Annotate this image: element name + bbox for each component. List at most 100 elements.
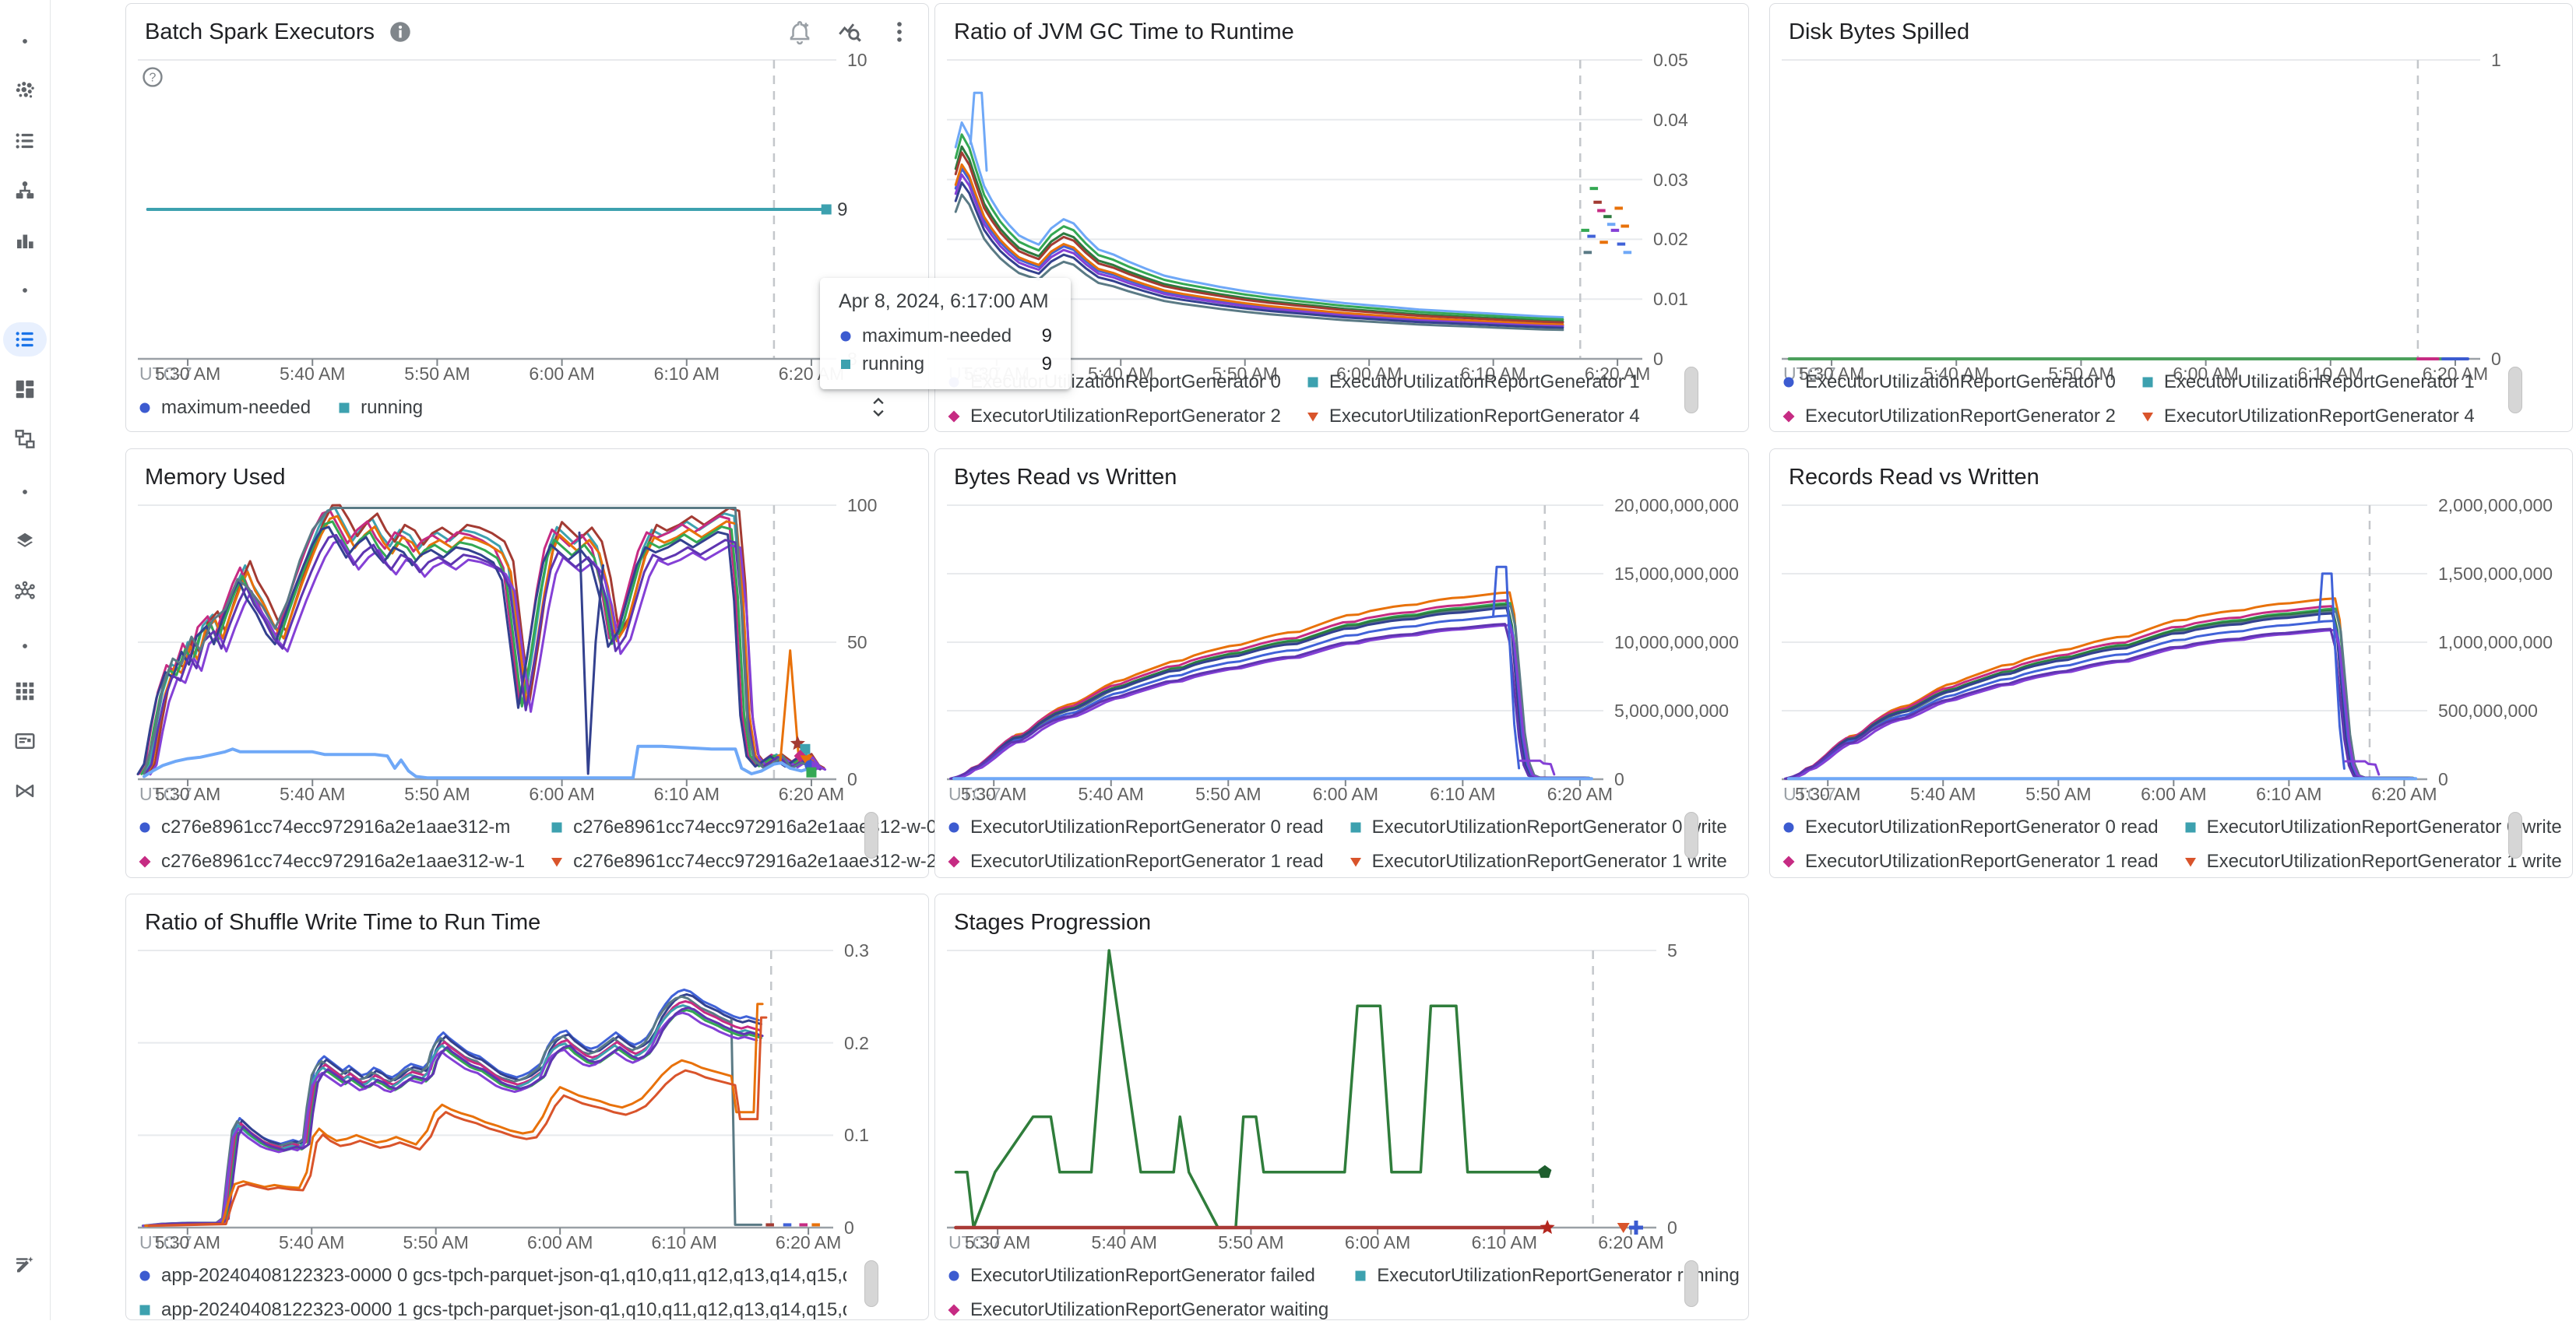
chart-canvas[interactable] [947,504,1603,786]
timezone-label: UTC-7 [139,364,192,384]
x-axis-label: 6:10 AM [651,1232,717,1252]
sidebar-item-bowtie-icon[interactable] [3,774,47,808]
legend-item[interactable]: c276e8961cc74ecc972916a2e1aae312-m [138,817,525,838]
legend-item[interactable]: ExecutorUtilizationReportGenerator runni… [1353,1265,1740,1287]
legend-item[interactable]: c276e8961cc74ecc972916a2e1aae312-w-1 [138,851,525,873]
chart-canvas[interactable] [1782,504,2427,786]
sidebar-item-list-icon-selected[interactable] [3,322,47,357]
legend-item[interactable]: ExecutorUtilizationReportGenerator 2 [1782,406,2116,427]
sidebar-item-dashboard-icon[interactable] [3,372,47,406]
sidebar-item-dot-icon[interactable] [3,24,47,58]
tooltip-row: running 9 [839,350,1052,378]
legend-marker-square-icon [1306,375,1320,389]
x-axis-label: 6:10 AM [2256,784,2322,804]
legend-label: ExecutorUtilizationReportGenerator 1 rea… [970,851,1324,872]
series-line [136,525,815,775]
sidebar-item-layers-icon[interactable] [3,525,47,559]
help-icon[interactable]: ? [140,65,165,90]
series-line [779,649,801,764]
y-axis-label: 10,000,000,000 [1614,632,1739,652]
chart-canvas[interactable]: 9 [138,59,848,366]
legend-item[interactable]: ExecutorUtilizationReportGenerator 4 [1306,406,1640,427]
legend-item[interactable]: ExecutorUtilizationReportGenerator 1 [1306,371,1640,393]
legend-label: running [361,397,424,418]
legend-label: ExecutorUtilizationReportGenerator 1 [1328,371,1640,392]
legend-item[interactable]: c276e8961cc74ecc972916a2e1aae312-w-2 [550,851,937,873]
sidebar-item-dot-icon[interactable] [3,629,47,663]
chart-canvas[interactable] [947,949,1656,1235]
legend-label: ExecutorUtilizationReportGenerator 0 wri… [2206,817,2562,838]
sidebar-item-network-icon[interactable] [3,574,47,609]
sidebar-item-dot-icon[interactable] [3,273,47,307]
legend-item[interactable]: ExecutorUtilizationReportGenerator 0 rea… [1782,817,2159,838]
y-axis-label: 0.04 [1653,109,1688,130]
legend-item[interactable]: app-20240408122323-0000 1 gcs-tpch-parqu… [138,1299,846,1321]
panel-title: Memory Used [145,464,286,490]
sidebar-item-dot-icon[interactable] [3,475,47,509]
legend-item[interactable]: ExecutorUtilizationReportGenerator 0 wri… [1349,817,1727,838]
legend-label: ExecutorUtilizationReportGenerator 1 wri… [2206,851,2562,872]
legend-label: ExecutorUtilizationReportGenerator 4 [1328,406,1640,427]
legend-scrollbar[interactable] [1684,812,1698,859]
legend-item[interactable]: maximum-needed [138,397,311,419]
grid-icon [16,682,34,701]
sidebar-item-cluster-icon[interactable] [3,74,47,108]
add-alert-icon[interactable] [787,19,813,45]
sidebar-item-grid-icon[interactable] [3,674,47,708]
series-line [147,504,825,775]
layers-icon [17,532,33,547]
y-axis-label: 0.05 [1653,50,1688,70]
series-line [1786,612,2411,780]
panel-disk-bytes-spilled: Disk Bytes Spilled 1 0 UTC-7 5:30 AM 5:40 AM… [1769,3,2573,432]
x-axis-label: 6:20 AM [2371,784,2437,804]
legend-scrollbar[interactable] [864,1260,878,1307]
sidebar-item-flowchart-icon[interactable] [3,422,47,456]
legend-item[interactable]: app-20240408122323-0000 0 gcs-tpch-parqu… [138,1265,846,1287]
chart-legend: c276e8961cc74ecc972916a2e1aae312-m c276e8… [138,817,937,873]
legend-item[interactable]: ExecutorUtilizationReportGenerator waiti… [947,1299,1328,1321]
chart-legend: ExecutorUtilizationReportGenerator 0 rea… [947,817,1727,873]
legend-item[interactable]: ExecutorUtilizationReportGenerator 1 wri… [2184,851,2562,873]
chart-canvas[interactable] [138,950,833,1235]
sidebar-item-list-icon[interactable] [3,124,47,158]
info-icon[interactable] [387,19,413,45]
x-axis-label: 6:20 AM [775,1232,842,1252]
y-axis-label: 1,500,000,000 [2438,564,2553,584]
series-line [952,614,1589,780]
legend-item[interactable]: ExecutorUtilizationReportGenerator 0 rea… [947,817,1324,838]
legend-item[interactable]: ExecutorUtilizationReportGenerator 2 [947,406,1281,427]
explore-chart-icon[interactable] [836,19,863,45]
y-axis-label: 0.3 [844,940,869,961]
legend-item[interactable]: c276e8961cc74ecc972916a2e1aae312-w-0 [550,817,937,838]
chart-canvas[interactable] [1782,59,2480,366]
sidebar-item-tree-icon[interactable] [3,174,47,208]
x-axis-label: 6:00 AM [2141,784,2207,804]
sidebar-item-compose-icon[interactable] [3,1248,47,1282]
legend-item[interactable]: ExecutorUtilizationReportGenerator 0 [1782,371,2116,393]
legend-item[interactable]: ExecutorUtilizationReportGenerator faile… [947,1265,1328,1287]
legend-item[interactable]: ExecutorUtilizationReportGenerator 1 rea… [947,851,1324,873]
legend-marker-circle-icon [1782,820,1796,834]
legend-item[interactable]: ExecutorUtilizationReportGenerator 1 [2141,371,2475,393]
collapse-legend-control[interactable] [867,392,889,423]
legend-label: maximum-needed [161,397,311,418]
legend-item[interactable]: ExecutorUtilizationReportGenerator 1 wri… [1349,851,1727,873]
legend-scrollbar[interactable] [864,812,878,859]
chart-canvas[interactable] [136,504,836,786]
x-axis-label: 5:30 AM [154,1232,220,1252]
legend-item[interactable]: ExecutorUtilizationReportGenerator 1 rea… [1782,851,2159,873]
legend-item[interactable]: ExecutorUtilizationReportGenerator 4 [2141,406,2475,427]
x-axis-label: 5:40 AM [1091,1232,1157,1252]
sidebar-item-bar-chart-icon[interactable] [3,223,47,258]
legend-marker-square-icon [1353,1269,1367,1283]
legend-item[interactable]: ExecutorUtilizationReportGenerator 0 wri… [2184,817,2562,838]
y-axis-label: 0.01 [1653,289,1688,310]
more-options-icon[interactable] [886,19,913,45]
legend-label: ExecutorUtilizationReportGenerator 0 rea… [1805,817,2159,838]
legend-scrollbar[interactable] [1684,1260,1698,1307]
legend-scrollbar[interactable] [2508,367,2522,413]
legend-item[interactable]: running [337,397,423,419]
sidebar-item-card-icon[interactable] [3,724,47,758]
legend-scrollbar[interactable] [2508,812,2522,859]
legend-scrollbar[interactable] [1684,367,1698,413]
